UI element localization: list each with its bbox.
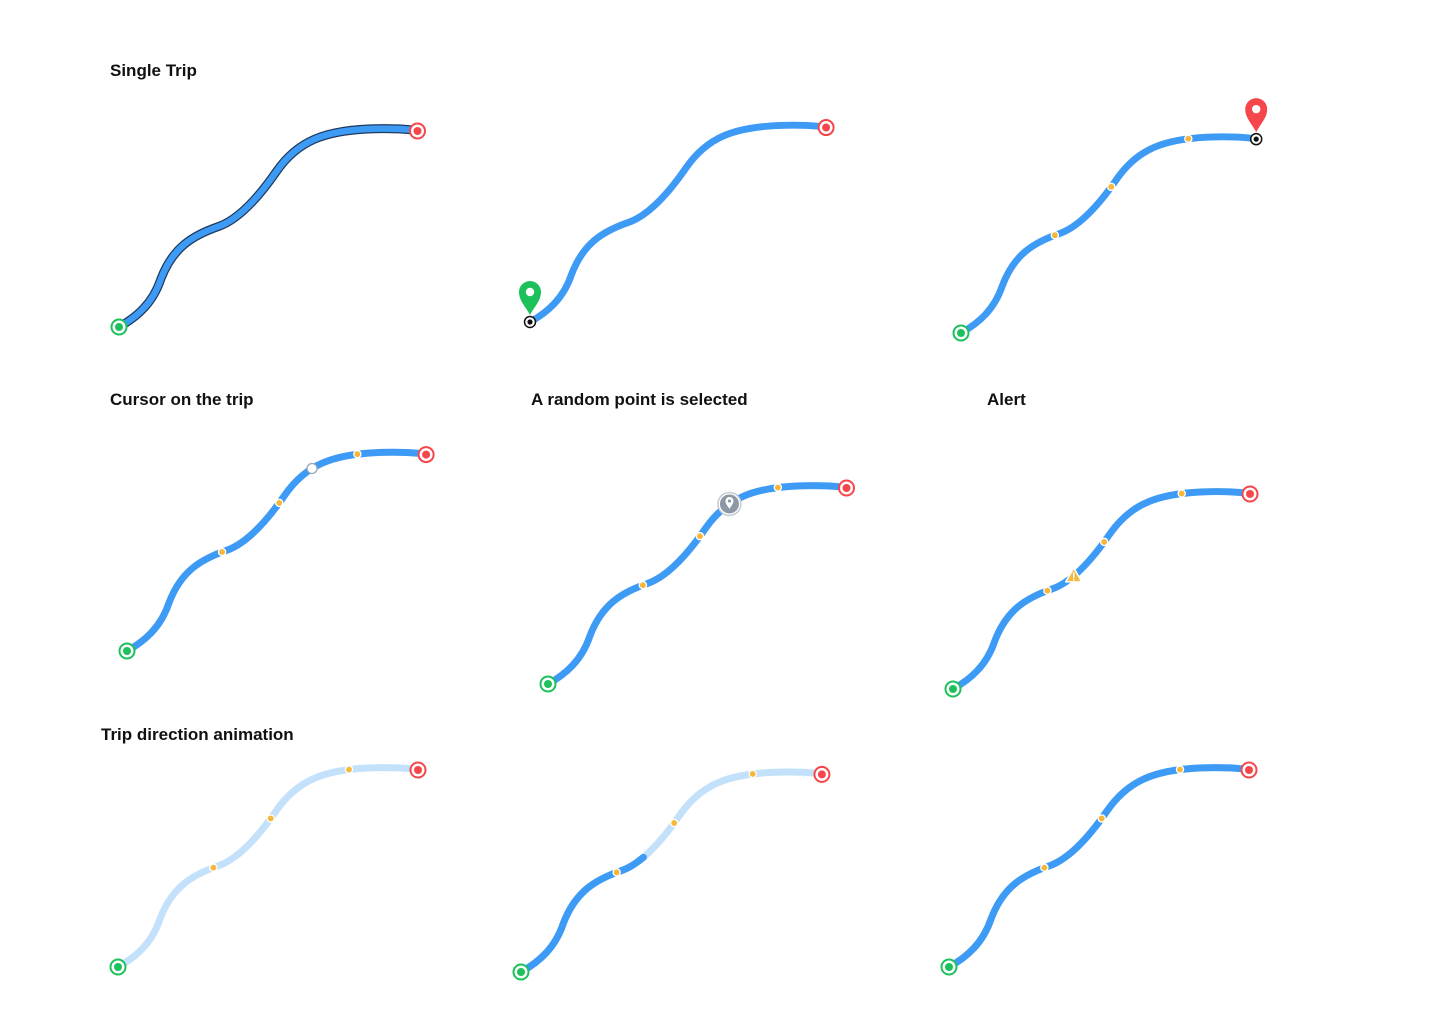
end-point-selected-icon[interactable] <box>1249 132 1263 146</box>
stop-dot-icon[interactable] <box>217 547 227 557</box>
stop-dot-icon[interactable] <box>1107 182 1116 192</box>
trip-route-line-progress[interactable] <box>945 764 1253 971</box>
end-point-icon[interactable] <box>813 765 831 783</box>
trip-route-line[interactable] <box>526 121 830 326</box>
trip-route-line[interactable] <box>123 448 430 655</box>
stop-dot-icon[interactable] <box>344 765 354 774</box>
start-point-icon[interactable] <box>940 958 958 976</box>
stop-dot-icon[interactable] <box>748 769 757 779</box>
stop-dot-icon[interactable] <box>353 449 362 459</box>
stop-dot-icon[interactable] <box>1184 134 1193 143</box>
start-point-icon[interactable] <box>512 963 530 981</box>
trip-panel-single-trip-end-pin <box>952 98 1268 342</box>
trip-panel-single-trip-selected <box>110 122 426 336</box>
stop-dot-icon[interactable] <box>695 531 705 541</box>
stop-dot-icon[interactable] <box>1040 863 1049 872</box>
trip-route-line[interactable] <box>115 125 421 331</box>
end-map-pin-icon[interactable] <box>1245 98 1268 133</box>
end-point-icon[interactable] <box>409 761 427 779</box>
stop-dot-icon[interactable] <box>1175 765 1185 774</box>
section-title-direction-animation: Trip direction animation <box>101 725 294 744</box>
trip-route-line-faded[interactable] <box>945 764 1253 971</box>
end-point-icon[interactable] <box>838 479 855 497</box>
trip-route-line-progress[interactable] <box>517 768 826 976</box>
trip-panel-random-point-selected <box>539 479 855 693</box>
trip-panel-animation-frame-1 <box>109 761 427 976</box>
section-title-cursor-on-trip: Cursor on the trip <box>110 390 254 409</box>
stop-dot-icon[interactable] <box>266 814 275 823</box>
start-point-icon[interactable] <box>110 318 128 336</box>
section-title-random-point: A random point is selected <box>531 390 748 409</box>
section-title-alert: Alert <box>987 390 1026 409</box>
start-point-icon[interactable] <box>118 642 136 660</box>
stop-dot-icon[interactable] <box>1099 537 1109 547</box>
stop-dot-icon[interactable] <box>773 483 783 492</box>
end-point-icon[interactable] <box>409 122 426 140</box>
end-point-icon[interactable] <box>1241 485 1259 503</box>
trip-panel-animation-frame-3 <box>940 761 1258 976</box>
start-point-icon[interactable] <box>539 675 557 693</box>
trip-panel-cursor-on-trip <box>118 446 435 660</box>
stop-dot-icon[interactable] <box>1097 814 1106 823</box>
trip-route-line[interactable] <box>957 133 1260 337</box>
stop-dot-icon[interactable] <box>638 580 648 590</box>
section-title-single-trip: Single Trip <box>110 61 197 80</box>
stop-dot-icon[interactable] <box>612 868 621 877</box>
stop-dot-icon[interactable] <box>275 498 284 508</box>
trip-panel-single-trip-start-pin <box>519 119 835 329</box>
alert-warning-icon[interactable] <box>1065 567 1083 583</box>
stop-dot-icon[interactable] <box>209 863 218 872</box>
start-point-selected-icon[interactable] <box>523 315 537 329</box>
trip-route-line-faded[interactable] <box>517 768 826 976</box>
trip-route-line[interactable] <box>544 482 850 688</box>
stop-dot-icon[interactable] <box>1043 586 1052 595</box>
trip-panel-animation-frame-2 <box>512 765 831 981</box>
cursor-dot-icon[interactable] <box>306 462 318 475</box>
start-point-icon[interactable] <box>944 680 962 698</box>
start-point-icon[interactable] <box>109 958 127 976</box>
start-point-icon[interactable] <box>952 324 970 342</box>
end-point-icon[interactable] <box>417 446 435 464</box>
stop-dot-icon[interactable] <box>1177 489 1186 498</box>
end-point-icon[interactable] <box>1240 761 1258 779</box>
trip-route-line-faded[interactable] <box>114 764 422 971</box>
start-map-pin-icon[interactable] <box>519 281 541 315</box>
selected-location-icon[interactable] <box>717 491 742 517</box>
trip-route-outline <box>114 124 422 332</box>
end-point-icon[interactable] <box>817 119 835 137</box>
trip-route-line[interactable] <box>949 488 1254 693</box>
trip-panel-alert-on-trip <box>944 485 1259 698</box>
stop-dot-icon[interactable] <box>1050 231 1060 240</box>
stop-dot-icon[interactable] <box>669 818 679 828</box>
